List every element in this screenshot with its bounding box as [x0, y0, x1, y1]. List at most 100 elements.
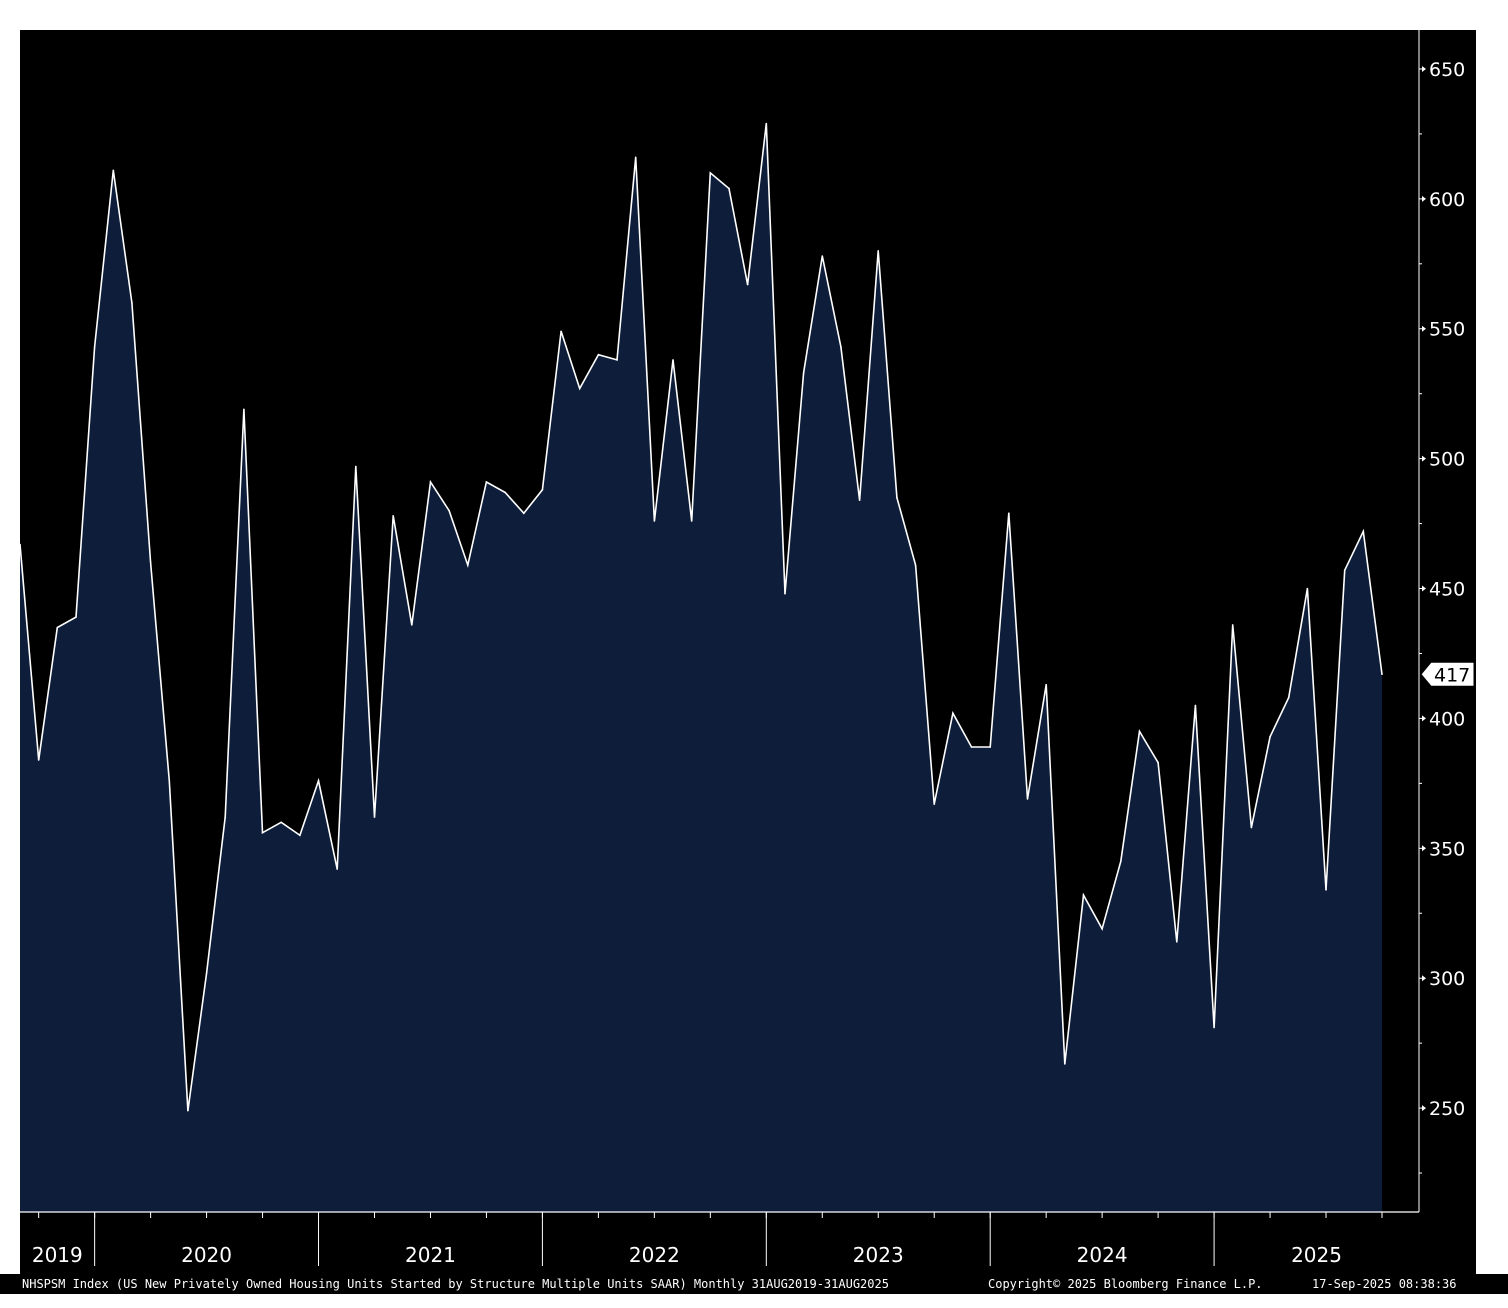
data-point [112, 169, 115, 172]
data-point [746, 283, 749, 286]
bottom-white-margin [0, 1294, 1508, 1308]
data-point [597, 353, 600, 356]
data-point [616, 359, 618, 361]
data-point [970, 746, 973, 748]
series-line [19, 123, 1383, 1111]
chart-footer: NHSPSM Index (US New Privately Owned Hou… [0, 1274, 1508, 1294]
data-point [56, 626, 59, 629]
data-point [765, 122, 768, 125]
data-point [989, 746, 991, 748]
y-tick-label: 600 [1429, 189, 1465, 211]
data-point [672, 359, 674, 361]
data-point [896, 496, 898, 499]
data-point [1306, 587, 1309, 590]
data-point [784, 592, 786, 595]
data-point [299, 834, 301, 837]
data-point [1231, 624, 1234, 626]
data-point [578, 387, 581, 390]
year-label: 2023 [853, 1243, 904, 1267]
footer-description: NHSPSM Index (US New Privately Owned Hou… [22, 1277, 889, 1291]
data-point [411, 624, 413, 626]
data-point [504, 491, 506, 494]
data-point [1213, 1026, 1215, 1029]
year-label: 2020 [181, 1243, 232, 1267]
data-point [821, 255, 824, 257]
data-point [1250, 826, 1253, 829]
data-point [1157, 761, 1159, 764]
y-tick-label: 300 [1429, 968, 1465, 990]
data-point [1381, 673, 1383, 676]
y-tick-arrow [1422, 585, 1426, 592]
data-point [802, 372, 805, 374]
data-point [1064, 1063, 1066, 1065]
y-tick-arrow [1422, 325, 1426, 332]
data-point [19, 543, 21, 546]
data-point [168, 779, 171, 782]
series-area [20, 123, 1382, 1212]
data-point [1045, 683, 1047, 686]
data-point [1325, 889, 1327, 891]
data-point [560, 330, 562, 333]
year-label: 2019 [32, 1243, 83, 1267]
data-point [280, 821, 283, 824]
data-point [1119, 860, 1122, 863]
data-point [1175, 941, 1178, 943]
data-point [392, 514, 394, 517]
data-point [877, 250, 880, 252]
footer-copyright: Copyright© 2025 Bloomberg Finance L.P. [988, 1277, 1263, 1291]
data-point [261, 831, 264, 834]
y-tick-arrow [1422, 1105, 1426, 1112]
data-point [914, 564, 917, 566]
data-point [466, 564, 469, 566]
data-point [1343, 569, 1346, 572]
y-tick-label: 500 [1429, 449, 1465, 471]
year-label: 2024 [1077, 1243, 1128, 1267]
y-tick-label: 650 [1429, 59, 1465, 81]
y-tick-label: 450 [1429, 579, 1465, 601]
data-point [355, 465, 357, 468]
data-point [205, 972, 208, 974]
data-point [1082, 894, 1085, 896]
year-label: 2021 [405, 1243, 456, 1267]
year-label: 2022 [629, 1243, 680, 1267]
data-point [187, 1109, 189, 1112]
data-point [1101, 928, 1103, 930]
last-value-label: 417 [1434, 664, 1470, 686]
data-point [709, 172, 712, 174]
data-point [952, 712, 954, 715]
y-tick-label: 250 [1429, 1098, 1465, 1120]
data-point [634, 156, 637, 159]
footer-timestamp: 17-Sep-2025 08:38:36 [1312, 1277, 1457, 1291]
year-label: 2025 [1291, 1243, 1342, 1267]
y-tick-label: 400 [1429, 708, 1465, 730]
data-point [131, 301, 133, 304]
data-point [522, 512, 525, 514]
y-tick-arrow [1422, 65, 1426, 72]
data-point [373, 816, 376, 818]
data-point [1362, 530, 1365, 533]
y-tick-arrow [1422, 455, 1426, 462]
data-point [933, 803, 936, 805]
data-point [1269, 735, 1271, 738]
data-point [728, 187, 730, 190]
last-value-flag [1420, 661, 1475, 687]
data-point [243, 408, 245, 411]
data-point [1287, 696, 1290, 699]
y-tick-arrow [1422, 195, 1426, 202]
data-point [93, 346, 96, 348]
y-tick-arrow [1422, 715, 1426, 722]
data-point [1194, 704, 1197, 707]
data-point [149, 561, 152, 564]
data-point [690, 520, 693, 522]
data-point [224, 816, 227, 818]
data-point [317, 779, 320, 782]
data-point [336, 868, 338, 870]
data-point [448, 509, 450, 512]
data-point [1138, 730, 1141, 733]
y-tick-arrow [1422, 975, 1426, 982]
y-tick-label: 350 [1429, 838, 1465, 860]
data-point [37, 759, 40, 761]
left-white-margin [0, 0, 20, 1274]
data-point [840, 346, 842, 348]
